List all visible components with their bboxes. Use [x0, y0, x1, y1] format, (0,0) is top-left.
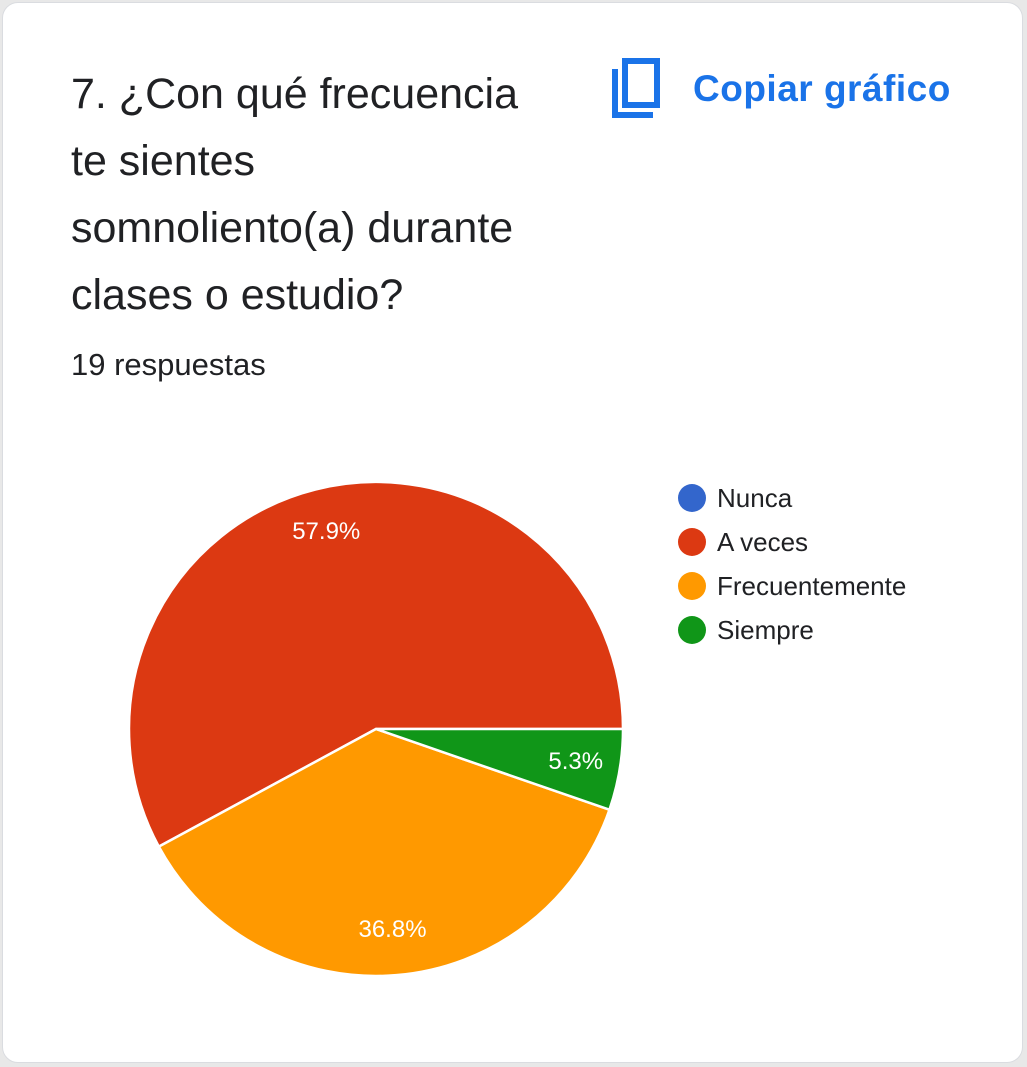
chart-legend: Nunca A veces Frecuentemente Siempre: [678, 476, 906, 652]
legend-item-a-veces[interactable]: A veces: [678, 520, 906, 564]
legend-item-frecuentemente[interactable]: Frecuentemente: [678, 564, 906, 608]
legend-item-siempre[interactable]: Siempre: [678, 608, 906, 652]
copy-chart-label: Copiar gráfico: [693, 68, 951, 109]
pie-slice-frecuentemente[interactable]: [157, 727, 611, 978]
legend-swatch: [678, 572, 706, 600]
legend-label: Siempre: [717, 614, 814, 645]
pie-label-a-veces: 57.9%: [292, 518, 360, 545]
pie-label-siempre: 5.3%: [548, 748, 603, 775]
copy-icon: [612, 58, 660, 118]
pie-label-frecuentemente: 36.8%: [358, 916, 426, 943]
pie-slice-siempre[interactable]: [374, 727, 625, 811]
legend-label: A veces: [717, 526, 809, 557]
response-count: 19 respuestas: [71, 347, 266, 382]
legend-swatch: [678, 484, 706, 512]
question-title: 7. ¿Con qué frecuencia te sientes somnol…: [71, 70, 518, 319]
legend-swatch: [678, 616, 706, 644]
legend-item-nunca[interactable]: Nunca: [678, 476, 906, 520]
legend-swatch: [678, 528, 706, 556]
legend-label: Nunca: [717, 482, 793, 513]
pie-slice-a-veces[interactable]: [127, 480, 625, 848]
copy-chart-button[interactable]: Copiar gráfico: [609, 57, 951, 121]
legend-label: Frecuentemente: [717, 570, 907, 601]
